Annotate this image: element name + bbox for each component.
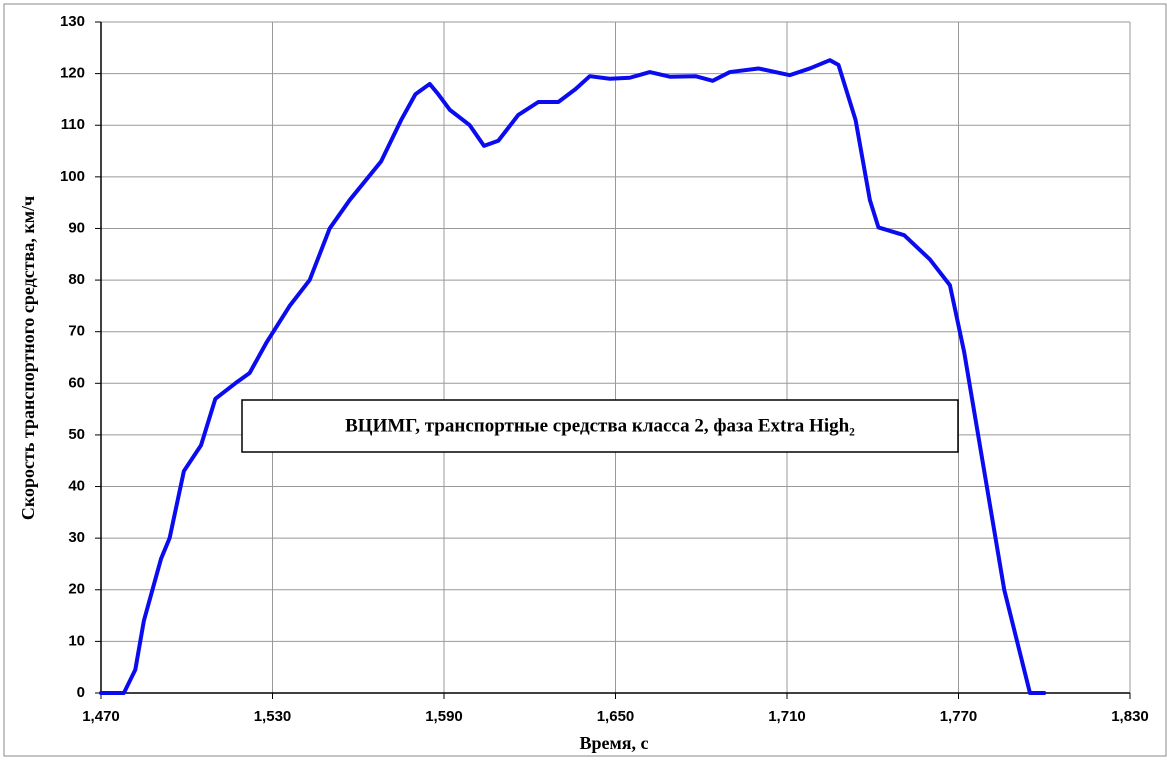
y-tick-label: 20 (68, 581, 85, 598)
y-tick-label: 10 (68, 632, 85, 649)
y-tick-label: 30 (68, 529, 85, 546)
y-tick-label: 70 (68, 323, 85, 340)
y-tick-label: 80 (68, 271, 85, 288)
x-tick-label: 1,470 (82, 708, 120, 725)
y-tick-label: 100 (60, 168, 85, 185)
x-tick-label: 1,530 (254, 708, 292, 725)
x-tick-label: 1,770 (940, 708, 978, 725)
x-tick-label: 1,590 (425, 708, 463, 725)
x-tick-label: 1,650 (597, 708, 635, 725)
series-line (99, 58, 1047, 695)
plot (99, 58, 1047, 695)
x-tick-label: 1,710 (768, 708, 806, 725)
annotation-box (241, 399, 959, 453)
y-tick-label: 120 (60, 65, 85, 82)
x-axis-label: Время, с (580, 733, 649, 753)
y-tick-label: 40 (68, 478, 85, 495)
y-tick-label: 60 (68, 374, 85, 391)
annotation: ВЦИМГ, транспортные средства класса 2, ф… (345, 415, 855, 436)
y-tick-label: 0 (77, 684, 85, 701)
x-tick-label: 1,830 (1111, 708, 1149, 725)
y-tick-label: 90 (68, 219, 85, 236)
y-axis-label: Скорость транспортного средства, км/ч (18, 196, 38, 520)
y-tick-label: 110 (61, 116, 85, 133)
chart-frame (3, 3, 1167, 757)
y-tick-label: 130 (60, 13, 85, 30)
y-tick-label: 50 (68, 426, 85, 443)
